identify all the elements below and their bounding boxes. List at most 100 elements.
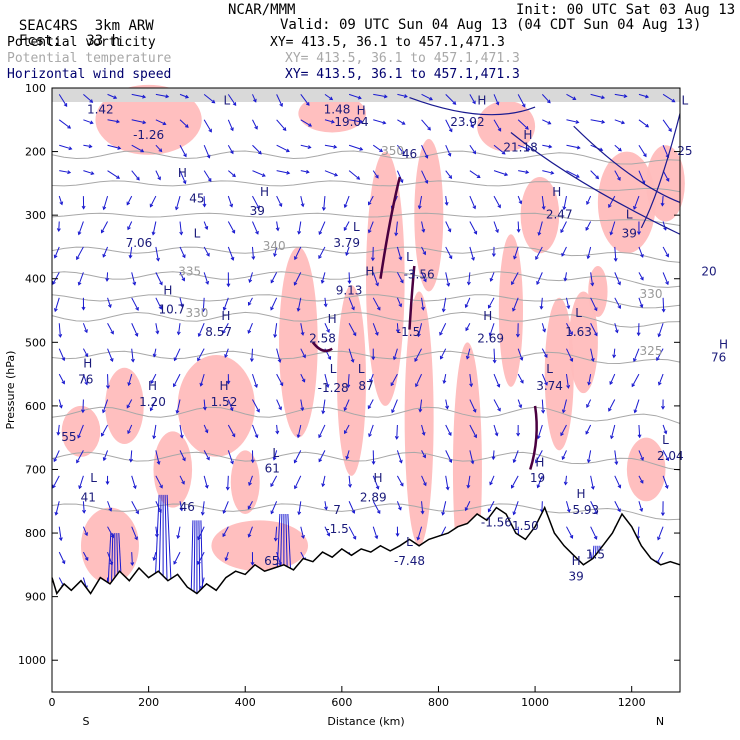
wind-vector bbox=[76, 450, 84, 463]
wind-arrowhead bbox=[608, 407, 612, 412]
wind-vector bbox=[203, 475, 208, 488]
wind-arrowhead bbox=[158, 305, 163, 310]
wind-vector bbox=[59, 144, 72, 150]
wind-arrowhead bbox=[230, 256, 235, 261]
wind-arrowhead bbox=[182, 457, 186, 462]
wind-vector bbox=[565, 297, 570, 309]
wind-arrowhead bbox=[575, 120, 580, 124]
wind-vector bbox=[127, 221, 133, 230]
wind-arrowhead bbox=[76, 256, 80, 261]
wind-arrowhead bbox=[639, 479, 644, 484]
wind-arrowhead bbox=[108, 507, 113, 512]
wind-vector bbox=[58, 348, 65, 361]
extremum-label: H bbox=[328, 312, 337, 326]
wind-vector bbox=[610, 424, 616, 439]
wind-vector bbox=[662, 475, 668, 489]
wind-vector bbox=[54, 246, 60, 258]
wind-arrowhead bbox=[206, 252, 210, 257]
wind-arrowhead bbox=[232, 173, 236, 178]
wind-vector bbox=[535, 246, 543, 260]
wind-arrowhead bbox=[172, 383, 177, 388]
extremum-label: L bbox=[662, 433, 669, 447]
wind-vector bbox=[445, 145, 451, 157]
wind-arrowhead bbox=[116, 175, 121, 179]
wind-vector bbox=[517, 348, 523, 361]
wind-vector bbox=[442, 501, 447, 515]
wind-arrowhead bbox=[179, 507, 184, 512]
wind-arrowhead bbox=[657, 381, 662, 386]
wind-vector bbox=[518, 170, 529, 173]
extremum-label: L bbox=[90, 471, 97, 485]
wind-vector bbox=[396, 450, 403, 463]
wind-vector bbox=[153, 551, 157, 561]
wind-arrowhead bbox=[126, 404, 131, 409]
wind-vector bbox=[252, 424, 258, 438]
y-tick-label: 900 bbox=[25, 591, 46, 604]
wind-vector bbox=[103, 450, 109, 461]
wind-arrowhead bbox=[541, 206, 546, 211]
wind-arrowhead bbox=[182, 180, 187, 185]
wind-vector bbox=[493, 348, 496, 363]
wind-arrowhead bbox=[326, 329, 330, 333]
theta-contour-label: 330 bbox=[185, 306, 208, 320]
model-resolution: 3km ARW bbox=[94, 18, 154, 34]
wind-vector bbox=[588, 374, 592, 385]
wind-vector bbox=[368, 195, 374, 205]
wind-vector bbox=[638, 501, 643, 512]
wind-vector bbox=[488, 501, 495, 512]
wind-arrowhead bbox=[660, 202, 665, 207]
wind-arrowhead bbox=[132, 281, 137, 286]
pv-blob bbox=[211, 520, 309, 572]
wind-vector bbox=[300, 94, 310, 106]
wind-arrowhead bbox=[247, 329, 252, 334]
wind-vector bbox=[417, 526, 423, 540]
wind-arrowhead bbox=[566, 384, 571, 389]
wind-arrowhead bbox=[275, 430, 280, 435]
wind-vector bbox=[397, 93, 408, 98]
wind-vector bbox=[78, 221, 84, 235]
y-tick-label: 100 bbox=[25, 82, 46, 95]
wind-vector bbox=[82, 323, 88, 333]
wind-vector bbox=[179, 93, 189, 98]
theta-contour bbox=[51, 503, 681, 521]
wind-arrowhead bbox=[297, 230, 302, 235]
wind-arrowhead bbox=[231, 433, 236, 438]
wind-arrowhead bbox=[370, 257, 375, 262]
wind-arrowhead bbox=[56, 431, 61, 436]
wind-vector bbox=[396, 297, 402, 307]
wind-arrowhead bbox=[318, 458, 323, 463]
extremum-label: H bbox=[365, 265, 374, 279]
wind-arrowhead bbox=[256, 408, 260, 413]
wind-vector bbox=[57, 424, 60, 435]
wind-arrowhead bbox=[613, 257, 618, 262]
wind-vector bbox=[203, 119, 212, 133]
wind-arrowhead bbox=[279, 382, 284, 387]
wind-arrowhead bbox=[63, 103, 68, 107]
wind-arrowhead bbox=[275, 227, 280, 232]
wind-arrowhead bbox=[229, 407, 234, 412]
pv-blob bbox=[95, 84, 202, 155]
wind-arrowhead bbox=[391, 409, 395, 414]
wind-arrowhead bbox=[158, 148, 163, 153]
wind-arrowhead bbox=[321, 410, 326, 415]
wind-arrowhead bbox=[444, 201, 449, 206]
pv-contour bbox=[379, 176, 402, 279]
wind-vector bbox=[658, 323, 664, 337]
wind-arrowhead bbox=[367, 201, 372, 206]
wind-arrowhead bbox=[535, 256, 539, 261]
wind-arrowhead bbox=[197, 333, 202, 338]
wind-arrowhead bbox=[179, 303, 184, 308]
wind-vector bbox=[445, 475, 449, 490]
wind-vector bbox=[348, 526, 357, 540]
pv-blob bbox=[498, 234, 523, 387]
wind-vector bbox=[276, 195, 282, 207]
wind-arrowhead bbox=[224, 557, 229, 562]
wind-arrowhead bbox=[197, 536, 202, 541]
wind-arrowhead bbox=[495, 229, 499, 234]
wind-arrowhead bbox=[448, 128, 453, 133]
wind-arrowhead bbox=[497, 127, 502, 132]
wind-arrowhead bbox=[90, 171, 95, 175]
wind-vector bbox=[656, 348, 664, 361]
terrain-fill bbox=[52, 507, 680, 692]
wind-arrowhead bbox=[53, 308, 58, 313]
